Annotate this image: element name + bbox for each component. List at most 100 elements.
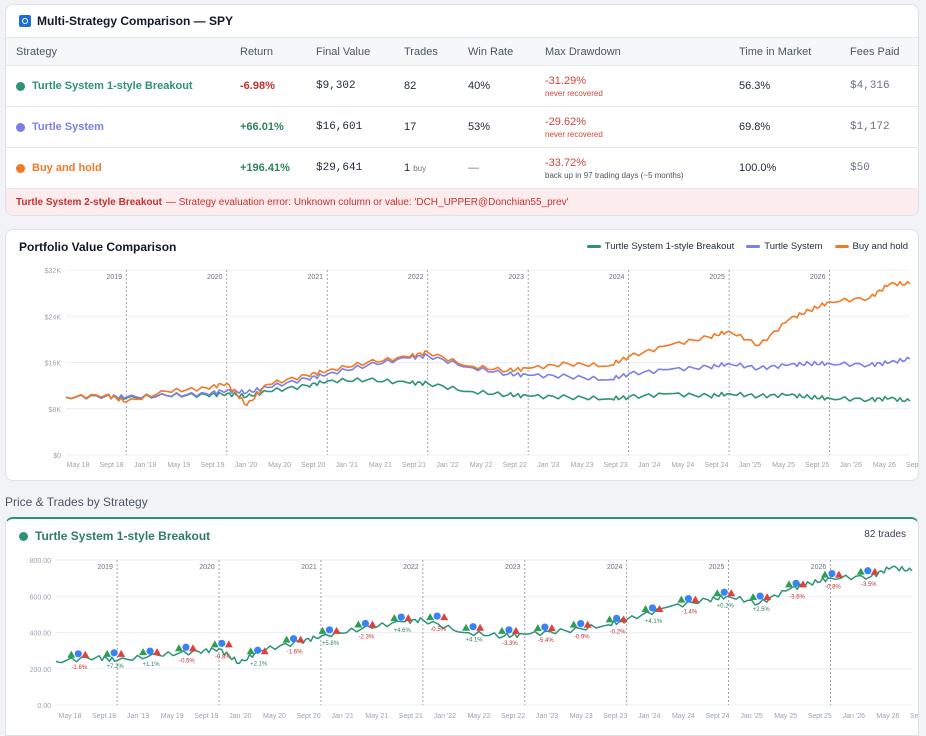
win-rate: 40% [468,65,545,107]
error-strategy-name: Turtle System 2-style Breakout [16,197,162,208]
buy-marker-icon [390,614,399,622]
signal-marker-icon [146,647,154,655]
legend-item[interactable]: Turtle System 1-style Breakout [586,241,735,252]
legend-label: Turtle System [764,241,823,252]
column-header-max-drawdown[interactable]: Max Drawdown [545,37,739,66]
trade-return-label: -3.3% [502,641,518,647]
signal-marker-icon [182,643,190,651]
return-value: -6.98% [240,80,275,92]
column-header-return[interactable]: Return [240,37,316,66]
column-header-final-value[interactable]: Final Value [316,37,404,66]
column-header-fees-paid[interactable]: Fees Paid [850,37,918,66]
year-marker-label: 2021 [307,274,323,281]
signal-marker-icon [325,626,334,634]
series-line-turtle-system [65,353,911,400]
signal-marker-icon [110,649,118,657]
year-marker-label: 2024 [607,564,623,571]
legend-item[interactable]: Buy and hold [834,241,908,252]
trade-return-label: +4.1% [465,638,483,644]
buy-marker-icon [67,650,76,658]
trade-return-label: +1.1% [142,662,160,668]
trades-card-title: Turtle System 1-style Breakout [35,529,211,543]
signal-marker-icon [469,623,477,631]
buy-marker-icon [139,648,148,656]
y-tick-label: 0.00 [37,703,51,710]
x-tick-label: Jan '21 [336,462,358,469]
year-marker-label: 2025 [709,564,725,571]
year-marker-label: 2019 [97,564,113,571]
x-tick-label: Sept 22 [503,462,527,469]
signal-marker-icon [864,567,872,575]
comparison-card: Multi-Strategy Comparison — SPY Strategy… [5,4,919,216]
trade-return-label: -0.5% [430,627,446,633]
trade-return-label: -1.6% [71,665,87,671]
series-line-turtle-system-1-style-breakout [65,377,911,403]
buy-marker-icon [713,589,722,597]
year-marker-label: 2024 [609,274,625,281]
trade-return-label: +2.5% [753,607,771,613]
table-row[interactable]: Buy and hold +196.41% $29,641 1 buy — -3… [6,147,918,189]
trade-return-label: -1.6% [287,650,303,656]
section-title: Price & Trades by Strategy [5,495,148,509]
series-color-dot [16,163,25,173]
signal-marker-icon [505,626,513,634]
x-tick-label: May 26 [873,462,896,469]
max-drawdown: -31.29% [545,74,586,87]
x-tick-label: Jan '26 [843,713,865,720]
signal-marker-icon [756,592,764,600]
series-color-dot [16,122,25,132]
buy-marker-icon [426,613,435,621]
portfolio-line-chart[interactable]: $0 $8K $16K $24K $32K 2019 2020 2021 2022 2023 202… [6,262,918,480]
buy-marker-icon [282,635,291,643]
legend-item[interactable]: Turtle System [746,241,823,252]
y-tick-label: $8K [49,407,62,414]
trade-return-label: +7.2% [107,664,125,670]
year-marker-label: 2023 [508,274,524,281]
x-tick-label: May 19 [161,713,184,720]
sell-marker-icon [188,644,197,652]
x-tick-label: May 23 [571,462,594,469]
column-header-win-rate[interactable]: Win Rate [468,37,545,66]
x-tick-label: Sept 24 [704,462,728,469]
x-tick-label: Sept 20 [301,462,325,469]
sell-marker-icon [763,593,772,601]
table-row[interactable]: Turtle System 1-style Breakout -6.98% $9… [6,65,918,107]
series-color-dot [16,81,25,91]
buy-marker-icon [533,624,542,632]
column-header-trades[interactable]: Trades [404,37,468,66]
trades-card-header[interactable]: Turtle System 1-style Breakout [6,519,918,553]
max-drawdown: -29.62% [545,115,586,128]
sell-marker-icon [834,570,843,578]
buy-marker-icon [820,570,829,578]
column-header-time-in-market[interactable]: Time in Market [739,37,850,66]
price-trades-chart[interactable]: 0.00 200.00 400.00 600.00 800.00 2019 2020 2021… [6,551,918,735]
final-value: $29,641 [316,147,404,189]
trade-return-label: -3.6% [789,594,805,600]
drawdown-note: back up in 97 trading days (~5 months) [545,170,684,180]
x-tick-label: May 20 [263,713,286,720]
trades-count: 1 [404,162,411,174]
year-marker-label: 2022 [403,564,419,571]
x-tick-label: Sept 23 [603,713,627,720]
trade-return-label: +4.6% [394,628,412,634]
legend-label: Turtle System 1-style Breakout [604,241,735,252]
x-tick-label: Jan '20 [229,713,251,720]
x-tick-label: May 19 [167,462,190,469]
year-marker-label: 2023 [505,564,521,571]
buy-marker-icon [641,604,650,612]
year-marker-label: 2021 [301,564,317,571]
table-row[interactable]: Turtle System +66.01% $16,601 17 53% -29… [6,106,918,148]
y-tick-label: 200.00 [30,667,52,674]
trade-return-label: -0.5% [179,658,195,664]
chart-legend: Turtle System 1-style Breakout Turtle Sy… [586,241,908,252]
signal-marker-icon [290,635,298,643]
drawdown-note: never recovered [545,129,603,139]
x-tick-label: May 18 [59,713,82,720]
y-tick-label: $32K [45,268,62,275]
x-tick-label: Sept 21 [402,462,426,469]
sell-marker-icon [153,648,162,656]
column-header-strategy[interactable]: Strategy [6,37,240,66]
signal-marker-icon [684,595,692,603]
sell-marker-icon [511,626,520,634]
sell-marker-icon [870,567,879,575]
